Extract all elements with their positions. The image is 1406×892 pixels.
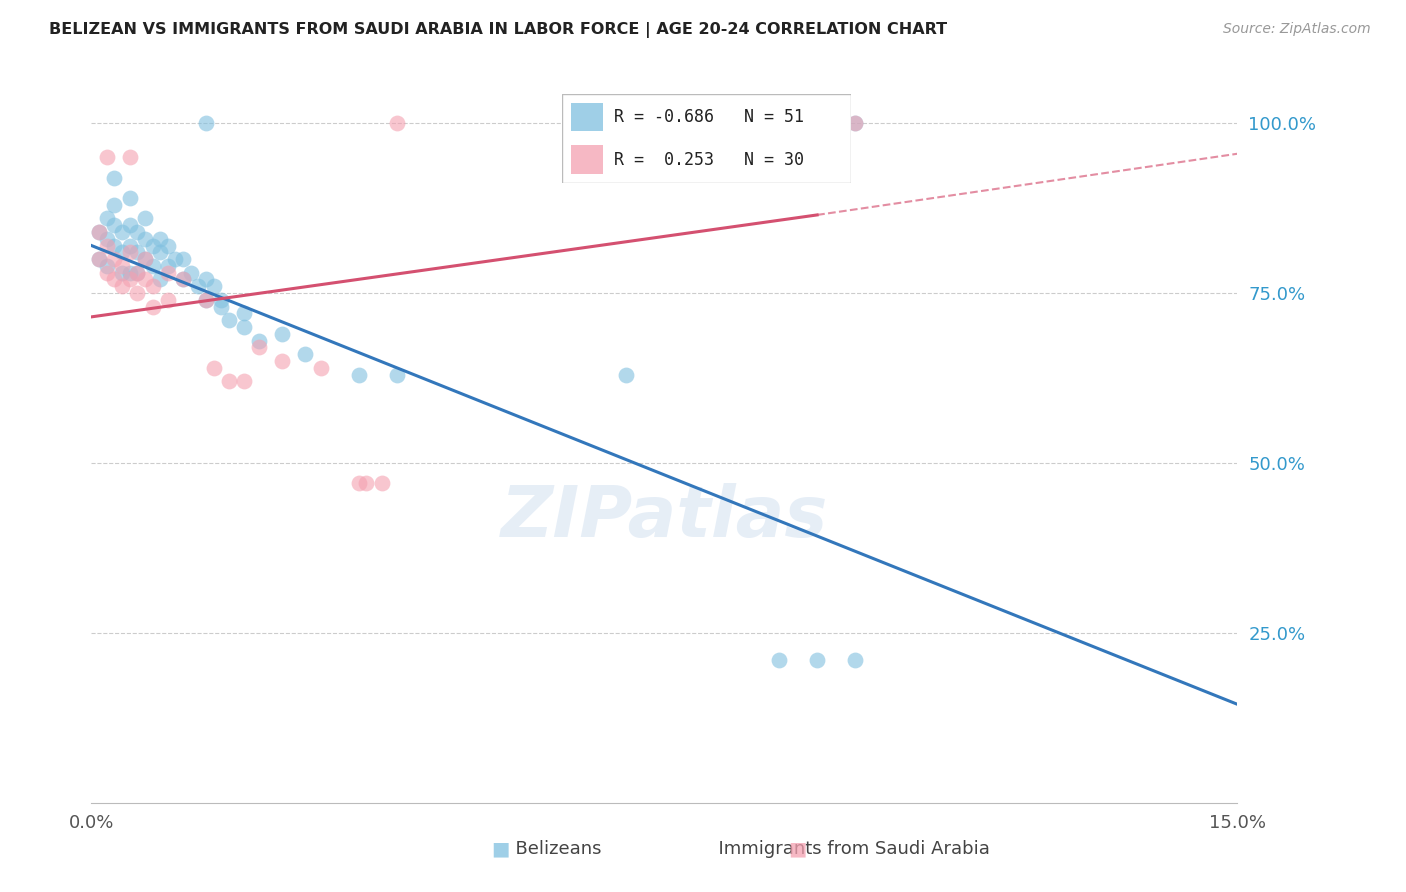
Point	[111, 259, 134, 273]
Point	[87, 252, 110, 266]
Point	[111, 245, 134, 260]
Point	[118, 266, 141, 280]
Point	[118, 218, 141, 232]
Point	[768, 653, 790, 667]
Text: Source: ZipAtlas.com: Source: ZipAtlas.com	[1223, 22, 1371, 37]
Point	[103, 272, 125, 286]
Point	[187, 279, 209, 293]
Point	[156, 259, 179, 273]
Point	[96, 259, 118, 273]
Point	[111, 266, 134, 280]
Point	[194, 272, 217, 286]
Point	[271, 326, 294, 341]
Point	[806, 653, 828, 667]
Point	[844, 653, 866, 667]
Text: Belizeans: Belizeans	[481, 840, 602, 858]
Point	[156, 266, 179, 280]
Point	[233, 320, 256, 334]
Point	[209, 300, 232, 314]
Point	[614, 368, 637, 382]
Point	[249, 334, 271, 348]
Point	[209, 293, 232, 307]
Point	[347, 368, 370, 382]
Point	[127, 225, 149, 239]
Point	[134, 252, 156, 266]
Point	[103, 252, 125, 266]
Point	[118, 238, 141, 252]
FancyBboxPatch shape	[562, 94, 851, 183]
Point	[172, 272, 194, 286]
Point	[202, 279, 225, 293]
Point	[118, 272, 141, 286]
Point	[844, 116, 866, 130]
Point	[309, 360, 332, 375]
Point	[149, 245, 172, 260]
Point	[347, 476, 370, 491]
Point	[385, 116, 408, 130]
Point	[96, 266, 118, 280]
Point	[172, 272, 194, 286]
Point	[370, 476, 392, 491]
Point	[149, 232, 172, 246]
Point	[118, 150, 141, 164]
Point	[127, 245, 149, 260]
Point	[194, 293, 217, 307]
Point	[141, 259, 163, 273]
Point	[149, 272, 172, 286]
Point	[96, 211, 118, 226]
Point	[103, 218, 125, 232]
Point	[844, 116, 866, 130]
Point	[118, 245, 141, 260]
Text: BELIZEAN VS IMMIGRANTS FROM SAUDI ARABIA IN LABOR FORCE | AGE 20-24 CORRELATION : BELIZEAN VS IMMIGRANTS FROM SAUDI ARABIA…	[49, 22, 948, 38]
Point	[103, 238, 125, 252]
Point	[96, 238, 118, 252]
Point	[294, 347, 316, 361]
Point	[87, 225, 110, 239]
Text: ■: ■	[787, 839, 807, 858]
Text: R =  0.253   N = 30: R = 0.253 N = 30	[614, 151, 804, 169]
Point	[87, 225, 110, 239]
Point	[356, 476, 378, 491]
Point	[141, 279, 163, 293]
Point	[141, 300, 163, 314]
Point	[194, 293, 217, 307]
Point	[103, 170, 125, 185]
Point	[134, 211, 156, 226]
Point	[156, 238, 179, 252]
Point	[111, 225, 134, 239]
Point	[165, 252, 187, 266]
Point	[127, 266, 149, 280]
Point	[96, 150, 118, 164]
Point	[194, 116, 217, 130]
Point	[127, 286, 149, 301]
Point	[218, 313, 240, 327]
Point	[233, 375, 256, 389]
FancyBboxPatch shape	[571, 145, 603, 174]
Point	[385, 368, 408, 382]
Point	[768, 116, 790, 130]
Point	[134, 272, 156, 286]
Point	[96, 232, 118, 246]
Point	[134, 232, 156, 246]
Point	[180, 266, 202, 280]
Point	[103, 198, 125, 212]
FancyBboxPatch shape	[571, 103, 603, 131]
Point	[127, 266, 149, 280]
Point	[118, 191, 141, 205]
Point	[202, 360, 225, 375]
Point	[134, 252, 156, 266]
Text: Immigrants from Saudi Arabia: Immigrants from Saudi Arabia	[683, 840, 990, 858]
Text: ■: ■	[491, 839, 510, 858]
Point	[111, 279, 134, 293]
Text: R = -0.686   N = 51: R = -0.686 N = 51	[614, 108, 804, 126]
Point	[271, 354, 294, 368]
Point	[233, 306, 256, 320]
Point	[249, 341, 271, 355]
Point	[172, 252, 194, 266]
Point	[141, 238, 163, 252]
Point	[87, 252, 110, 266]
Text: ZIPatlas: ZIPatlas	[501, 483, 828, 552]
Point	[156, 293, 179, 307]
Point	[218, 375, 240, 389]
